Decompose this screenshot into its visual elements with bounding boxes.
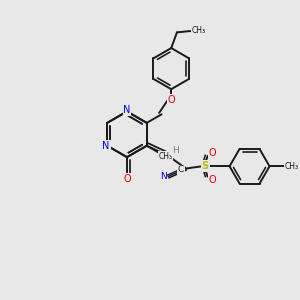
Text: N: N (160, 172, 167, 181)
Text: O: O (209, 148, 217, 158)
Text: O: O (123, 174, 131, 184)
Text: S: S (202, 161, 209, 171)
Text: H: H (172, 146, 179, 155)
Text: N: N (102, 141, 110, 151)
Text: CH₃: CH₃ (159, 152, 173, 160)
Text: N: N (123, 105, 131, 115)
Text: CH₃: CH₃ (191, 26, 206, 35)
Text: CH₃: CH₃ (284, 162, 298, 171)
Text: O: O (209, 175, 217, 185)
Text: O: O (167, 95, 175, 105)
Text: C: C (178, 166, 184, 175)
